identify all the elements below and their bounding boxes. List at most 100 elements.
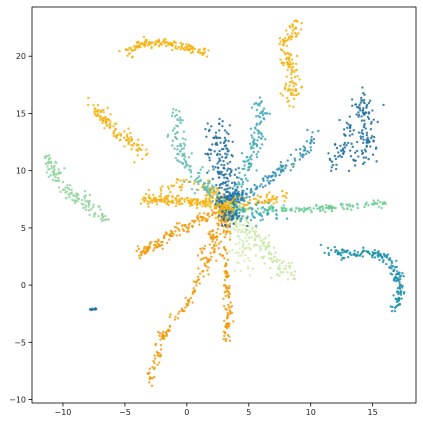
data-point <box>198 282 201 285</box>
data-point <box>286 96 289 100</box>
data-point <box>223 193 226 196</box>
data-point <box>118 49 121 53</box>
data-point <box>295 54 299 58</box>
data-point <box>294 148 298 151</box>
data-point <box>202 275 205 278</box>
data-point <box>151 365 154 369</box>
data-point <box>223 331 227 335</box>
data-point <box>165 232 169 235</box>
data-point <box>266 112 269 115</box>
data-point <box>195 216 199 219</box>
data-point <box>234 201 237 204</box>
data-point <box>351 133 354 136</box>
data-point <box>255 235 259 238</box>
data-point <box>309 142 312 145</box>
data-point <box>399 290 402 294</box>
data-point <box>178 222 181 225</box>
data-point <box>159 343 163 347</box>
data-point <box>287 87 290 90</box>
data-point <box>262 107 266 110</box>
data-point <box>363 111 366 115</box>
data-point <box>255 153 258 156</box>
data-point <box>259 195 263 199</box>
data-point <box>210 209 214 212</box>
data-point <box>290 163 293 166</box>
data-point <box>208 230 211 234</box>
data-point <box>294 69 298 72</box>
data-point <box>230 220 233 223</box>
data-point <box>401 284 404 288</box>
data-point <box>223 176 226 179</box>
data-point <box>372 135 376 139</box>
data-point <box>224 224 227 227</box>
data-point <box>208 156 211 159</box>
data-point <box>248 230 252 233</box>
data-point <box>250 145 253 148</box>
data-point <box>248 142 252 146</box>
cluster-20 <box>222 202 297 281</box>
data-point <box>248 195 251 199</box>
data-point <box>127 136 130 139</box>
data-point <box>183 157 186 161</box>
data-point <box>226 273 229 276</box>
data-point <box>277 268 280 271</box>
data-point <box>255 203 258 206</box>
data-point <box>372 252 375 255</box>
data-point <box>228 201 232 204</box>
data-point <box>225 184 228 187</box>
data-point <box>83 197 87 200</box>
data-point <box>293 159 297 162</box>
data-point <box>161 40 164 44</box>
data-point <box>112 129 116 133</box>
data-point <box>367 157 370 161</box>
data-point <box>362 249 365 252</box>
data-point <box>359 109 362 112</box>
data-point <box>223 257 226 260</box>
data-point <box>394 306 397 310</box>
data-point <box>184 306 187 309</box>
data-point <box>186 304 189 307</box>
data-point <box>191 45 195 49</box>
data-point <box>267 198 270 201</box>
data-point <box>248 156 252 159</box>
data-point <box>123 145 126 148</box>
data-point <box>237 241 241 244</box>
data-point <box>238 238 242 241</box>
data-point <box>169 41 173 45</box>
data-point <box>233 196 236 199</box>
data-point <box>253 231 257 235</box>
data-point <box>144 252 147 255</box>
data-point <box>333 245 336 249</box>
data-point <box>181 228 185 231</box>
data-point <box>361 109 365 112</box>
data-point <box>260 239 263 242</box>
data-point <box>68 184 72 187</box>
data-point <box>225 286 228 289</box>
data-point <box>237 181 240 184</box>
data-point <box>238 224 242 227</box>
data-point <box>205 197 208 200</box>
data-point <box>159 192 163 196</box>
cluster-10 <box>218 208 235 342</box>
data-point <box>68 196 71 199</box>
data-point <box>224 264 228 267</box>
data-point <box>223 181 227 185</box>
data-point <box>285 164 288 167</box>
data-point <box>295 33 298 36</box>
data-point <box>209 202 212 206</box>
data-point <box>206 153 210 156</box>
data-point <box>275 259 278 263</box>
data-point <box>169 190 172 194</box>
data-point <box>272 246 276 249</box>
data-point <box>197 175 201 178</box>
data-point <box>101 212 104 216</box>
data-point <box>159 187 162 190</box>
data-point <box>220 170 223 174</box>
data-point <box>231 192 235 196</box>
data-point <box>167 203 170 207</box>
data-point <box>177 312 180 315</box>
data-point <box>142 250 145 253</box>
data-point <box>227 291 230 294</box>
data-point <box>233 181 236 184</box>
data-point <box>137 247 141 251</box>
